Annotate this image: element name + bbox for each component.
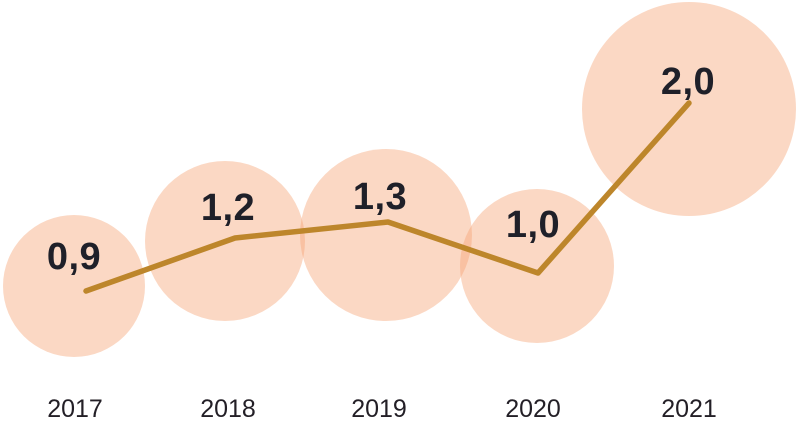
value-label-2020: 1,0: [506, 204, 560, 246]
value-label-2018: 1,2: [201, 187, 255, 229]
bubble-2017: [3, 215, 145, 357]
x-axis-label-2017: 2017: [47, 395, 103, 423]
bubble-2019: [300, 149, 472, 321]
value-label-2017: 0,9: [47, 236, 101, 278]
x-axis-label-2021: 2021: [661, 395, 717, 423]
value-label-2019: 1,3: [353, 176, 407, 218]
value-label-2021: 2,0: [661, 61, 715, 103]
x-axis-label-2018: 2018: [200, 395, 256, 423]
trend-line: [83, 100, 692, 294]
x-axis-label-2020: 2020: [505, 395, 561, 423]
x-axis-label-2019: 2019: [351, 395, 407, 423]
